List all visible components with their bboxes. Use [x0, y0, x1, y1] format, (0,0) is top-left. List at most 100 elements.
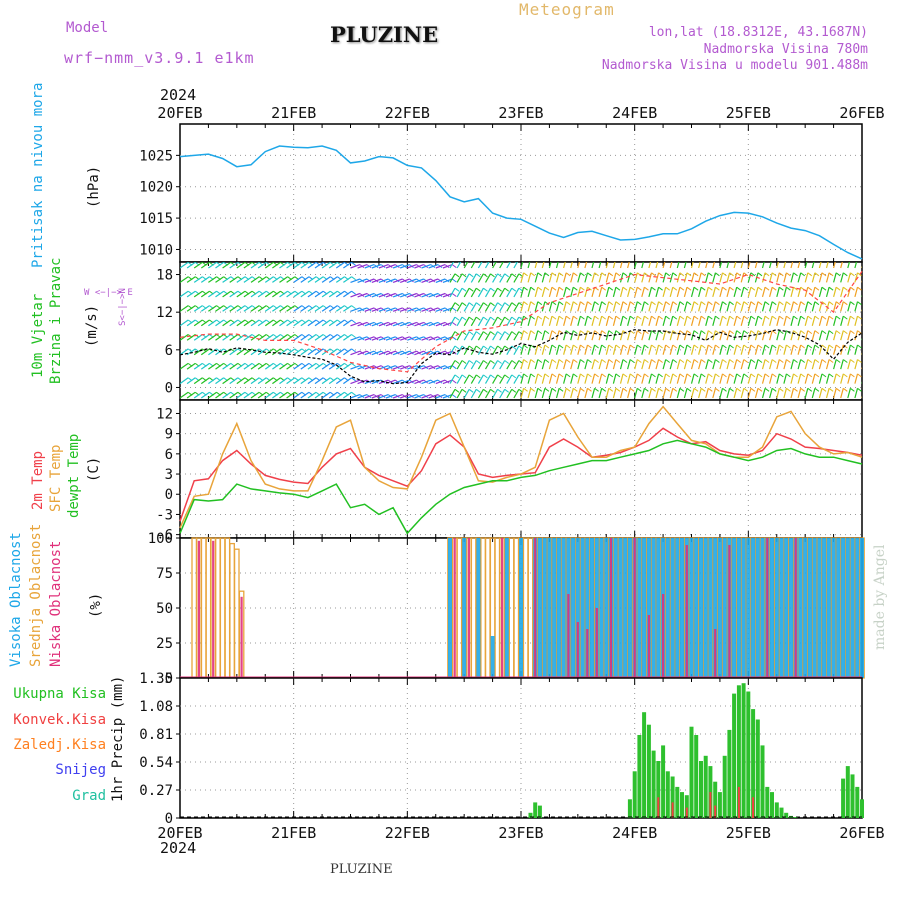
wind-barb-flag — [454, 374, 460, 379]
cloud-bar-high — [732, 538, 737, 678]
wind-barb — [499, 360, 506, 370]
wind-barb — [541, 272, 546, 283]
wind-barb-flag — [700, 330, 706, 335]
wind-barb — [840, 262, 843, 269]
wind-barb — [477, 287, 484, 298]
wind-barb-flag — [537, 301, 543, 306]
wind-barb-flag — [771, 387, 777, 392]
wind-barb — [783, 272, 787, 283]
wind-barb-flag — [580, 344, 585, 349]
precip-bar-total — [722, 755, 727, 818]
cloud-bar-high — [670, 538, 675, 678]
wind-barb-flag — [743, 359, 749, 363]
wind-barb — [769, 388, 773, 399]
wind-barb-flag — [821, 301, 827, 306]
wind-barb — [392, 379, 403, 385]
wind-barb-flag — [530, 344, 536, 349]
bottom-date-label: 21FEB — [271, 824, 316, 842]
wind-barb — [804, 344, 809, 355]
wind-barb — [392, 336, 403, 341]
wind-barb — [605, 272, 610, 283]
wind-barb-flag — [707, 330, 713, 335]
wind-barb — [335, 334, 345, 341]
wind-barb — [328, 362, 338, 370]
precip-bar-total — [741, 683, 746, 818]
wind-barb — [470, 302, 477, 312]
wind-barb — [726, 373, 731, 384]
wind-barb — [492, 374, 499, 384]
y-tick-label: 0.81 — [139, 727, 173, 743]
wind-barb-flag — [807, 315, 813, 320]
wind-barb-flag — [679, 387, 685, 392]
wind-barb — [627, 330, 631, 341]
wind-barb — [463, 287, 470, 298]
wind-barb — [215, 334, 225, 341]
wind-barb-flag — [821, 373, 827, 378]
wind-barb — [506, 389, 513, 399]
wind-barb — [186, 276, 196, 283]
cloud-bar-high — [703, 538, 708, 678]
wind-barb — [840, 315, 844, 326]
cloud-bar-high — [585, 538, 590, 678]
wind-barb — [634, 344, 638, 355]
wind-barb — [648, 330, 653, 341]
wind-barb-flag — [615, 330, 621, 335]
wind-barb-flag — [572, 315, 578, 320]
wind-barb — [612, 287, 617, 298]
wind-barb — [747, 344, 752, 355]
wind-barb — [655, 315, 660, 326]
wind-barb-flag — [608, 387, 614, 392]
wind-barb — [449, 273, 456, 283]
wind-barb — [449, 389, 456, 399]
wind-barb-flag — [778, 330, 784, 335]
wind-barb — [257, 276, 267, 283]
wind-barb — [378, 278, 389, 283]
wind-barb-flag — [587, 272, 592, 277]
wind-barb — [747, 388, 752, 399]
wind-barb-flag — [351, 362, 356, 367]
top-date-label: 26FEB — [839, 104, 884, 122]
wind-barb-flag — [658, 286, 663, 291]
wind-barb — [776, 272, 780, 283]
wind-barb-flag — [558, 315, 564, 320]
model-label: Model — [66, 20, 109, 36]
wind-barb — [215, 319, 225, 327]
wind-barb — [648, 388, 653, 399]
wind-barb — [854, 373, 859, 384]
wind-barb-flag — [771, 315, 777, 320]
wind-barb-flag — [504, 331, 510, 336]
wind-barb — [577, 344, 581, 355]
wind-barb-flag — [743, 272, 749, 277]
wind-barb — [314, 305, 324, 312]
wind-barb — [783, 344, 787, 355]
wind-barb — [399, 336, 410, 341]
precip-bar-total — [855, 786, 860, 818]
wind-barb — [300, 262, 310, 269]
wind-barb — [840, 301, 844, 312]
wind-barb — [470, 360, 477, 370]
wind-barb-flag — [537, 272, 543, 277]
wind-barb — [414, 264, 425, 269]
wind-barb — [200, 348, 210, 356]
wind-barb-flag — [523, 315, 528, 320]
wind-barb — [243, 362, 253, 370]
wind-barb — [790, 373, 795, 384]
wind-barb-flag — [857, 373, 862, 378]
wind-barb — [634, 330, 638, 341]
wind-barb-flag — [736, 373, 742, 378]
wind-barb-flag — [658, 387, 663, 392]
wind-barb-flag — [594, 387, 599, 392]
wind-barb — [683, 287, 688, 298]
wind-barb — [428, 321, 439, 327]
wind-barb — [605, 359, 610, 370]
wind-barb-flag — [565, 315, 571, 320]
wind-barb-flag — [658, 359, 663, 363]
wind-barb-flag — [750, 387, 756, 392]
wind-barb — [769, 272, 773, 283]
wind-barb — [634, 262, 637, 269]
wind-barb-flag — [736, 359, 742, 363]
wind-barb — [733, 301, 738, 312]
wind-barb — [208, 391, 217, 399]
wind-barb-flag — [814, 330, 820, 335]
